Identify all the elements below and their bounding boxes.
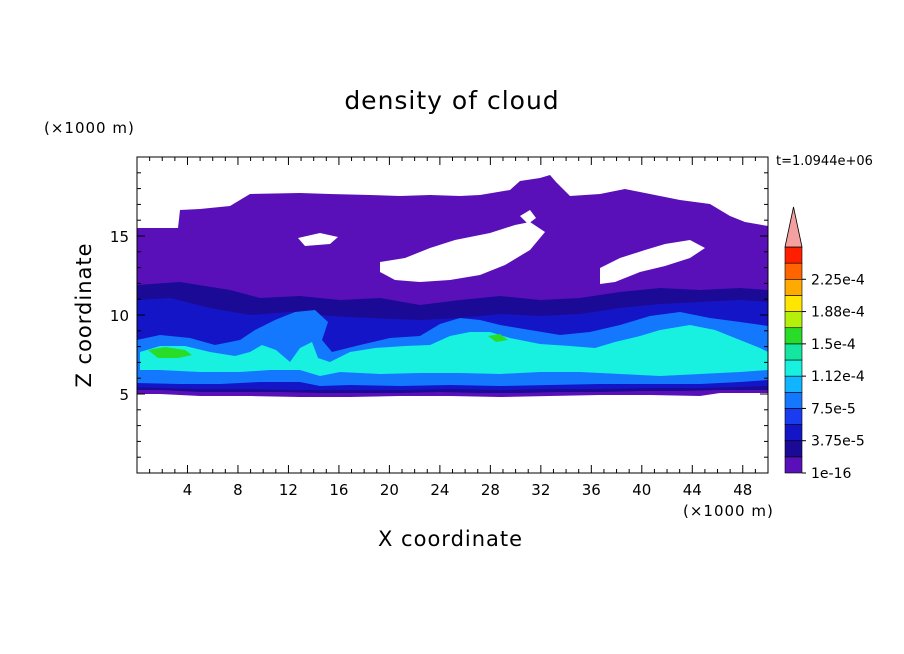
x-tick-label: 40 [632, 481, 651, 499]
contour-fields [137, 175, 768, 397]
colorbar-swatch [784, 278, 803, 296]
colorbar-label: 7.5e-5 [811, 401, 856, 417]
colorbar-swatch [784, 327, 803, 345]
y-tick-label: 5 [119, 386, 129, 404]
time-label: t=1.0944e+06 [776, 154, 873, 169]
cloud-gap [600, 240, 705, 284]
colorbar-swatch [784, 311, 803, 329]
colorbar-label: 1.88e-4 [811, 305, 865, 321]
x-tick-label: 48 [733, 481, 752, 499]
x-axis-unit: (×1000 m) [683, 502, 774, 520]
colorbar-swatch [784, 424, 803, 442]
y-tick-label: 10 [110, 307, 129, 325]
colorbar-swatch [784, 359, 803, 377]
x-tick-label: 36 [582, 481, 601, 499]
colorbar-swatch [784, 456, 803, 474]
cloud-gap [380, 222, 545, 282]
colorbar-swatch [784, 408, 803, 425]
colorbar-swatch [784, 246, 803, 264]
colorbar-swatch [784, 262, 803, 280]
x-tick-label: 32 [531, 481, 550, 499]
colorbar-swatch [784, 375, 803, 393]
x-tick-label: 44 [683, 481, 702, 499]
colorbar-label: 1e-16 [811, 466, 851, 482]
x-tick-label: 8 [233, 481, 243, 499]
contour-level-6 [488, 334, 508, 342]
chart-title: density of cloud [344, 86, 560, 115]
x-tick-label: 4 [183, 481, 193, 499]
x-tick-label: 16 [329, 481, 348, 499]
x-tick-label: 12 [279, 481, 298, 499]
colorbar-label: 2.25e-4 [811, 272, 865, 288]
colorbar-swatch [784, 391, 803, 409]
colorbar-label: 3.75e-5 [811, 434, 865, 450]
x-tick-label: 24 [430, 481, 449, 499]
y-axis-unit: (×1000 m) [44, 119, 135, 137]
y-tick-label: 15 [110, 228, 129, 246]
colorbar: 1e-16 3.75e-5 7.5e-5 1.12e-4 1.5e-4 1.88e-4 2.… [784, 206, 865, 482]
colorbar-label: 1.5e-4 [811, 337, 856, 353]
cloud-gap [298, 233, 338, 246]
colorbar-extend-arrow [784, 206, 803, 248]
contour-level-5 [140, 325, 768, 376]
colorbar-swatch [784, 343, 803, 361]
x-tick-label: 20 [380, 481, 399, 499]
x-axis-label: X coordinate [378, 527, 524, 551]
x-tick-label: 28 [481, 481, 500, 499]
cloud-gap [520, 210, 536, 224]
colorbar-swatch [784, 295, 803, 312]
colorbar-label: 1.12e-4 [811, 369, 865, 385]
contour-level-6 [148, 347, 192, 358]
colorbar-swatch [784, 440, 803, 458]
